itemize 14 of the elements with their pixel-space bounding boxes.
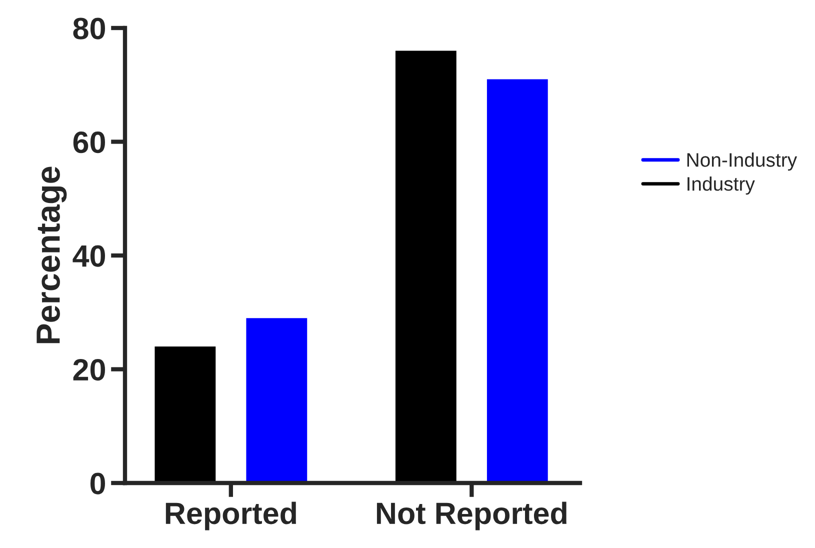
legend-label: Non-Industry — [687, 152, 798, 171]
y-tick-label: 60 — [73, 131, 105, 154]
bar — [246, 318, 308, 483]
y-axis-title: Percentage — [36, 166, 67, 344]
bar — [154, 346, 216, 483]
y-tick-label: 40 — [72, 245, 105, 267]
bar — [395, 50, 456, 483]
y-tick-label: 80 — [73, 18, 105, 40]
x-tick-label: Not Reported — [376, 502, 566, 530]
x-tick-label: Reported — [166, 502, 296, 530]
y-tick-label: 20 — [73, 358, 105, 381]
bar — [486, 79, 548, 483]
legend-label: Industry — [688, 176, 755, 195]
y-tick-label: 0 — [90, 472, 105, 494]
